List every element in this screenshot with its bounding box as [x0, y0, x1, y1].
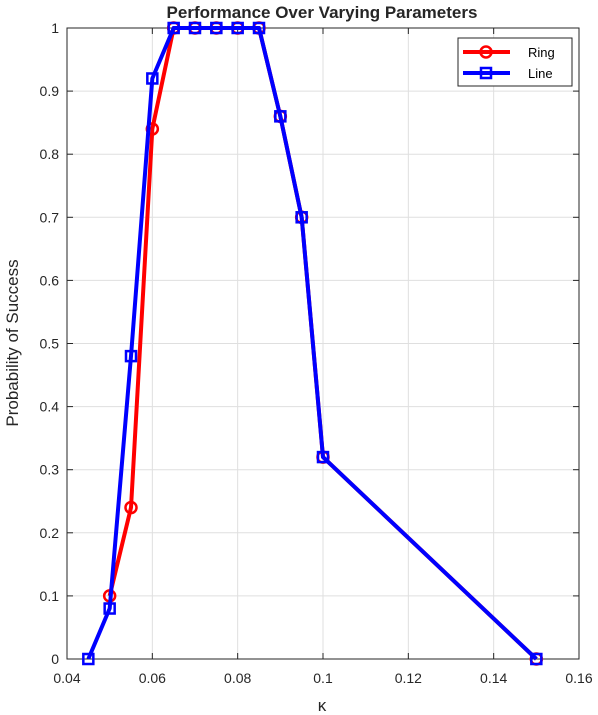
y-tick-label: 0.1	[40, 588, 60, 604]
series-line-line	[86, 26, 538, 661]
data-point-line	[316, 450, 330, 464]
data-point-line	[274, 110, 287, 123]
data-point-ring	[124, 500, 138, 515]
x-tick-label: 0.14	[480, 670, 507, 686]
data-point-line	[530, 652, 543, 666]
axis-ticks: 0.04 0.06 0.08 0.1 0.12 0.14 0.16 0 0.1 0.2 0.3 0.4…	[40, 20, 593, 686]
data-point-line	[295, 211, 308, 224]
chart-title: Performance Over Varying Parameters	[167, 3, 478, 22]
data-point-line	[210, 21, 223, 35]
y-tick-label: 0.5	[40, 336, 60, 352]
legend-marker-line	[479, 66, 493, 80]
x-tick-label: 0.04	[53, 670, 80, 686]
y-tick-label: 0.9	[40, 83, 60, 99]
x-tick-label: 0.08	[224, 670, 251, 686]
data-point-line	[231, 21, 244, 35]
legend-box	[457, 37, 573, 87]
data-point-line	[252, 21, 266, 35]
legend-label-ring: Ring	[528, 45, 555, 60]
legend-label-line: Line	[528, 66, 553, 81]
series-group	[82, 21, 544, 666]
legend: Ring Line	[457, 37, 573, 87]
y-tick-label: 0.6	[40, 272, 60, 288]
y-tick-label: 0.2	[40, 525, 60, 541]
x-tick-label: 0.1	[313, 670, 333, 686]
x-tick-label: 0.06	[139, 670, 166, 686]
data-point-line	[188, 21, 202, 35]
y-tick-label: 0.7	[40, 209, 60, 225]
y-tick-label: 0.8	[40, 146, 60, 162]
data-point-line	[167, 21, 180, 35]
x-tick-label: 0.16	[565, 670, 592, 686]
x-axis-label: κ	[318, 696, 327, 715]
legend-marker-ring	[479, 45, 493, 59]
y-tick-label: 1	[51, 20, 59, 36]
x-tick-label: 0.12	[395, 670, 422, 686]
data-point-line	[124, 349, 138, 363]
data-point-line	[103, 602, 116, 615]
y-tick-label: 0	[51, 651, 59, 667]
y-tick-label: 0.4	[40, 399, 60, 415]
y-tick-label: 0.3	[40, 462, 60, 478]
y-axis-label: Probability of Success	[3, 259, 22, 426]
data-point-line	[146, 72, 159, 85]
grid	[66, 27, 580, 660]
data-point-line	[82, 652, 95, 666]
